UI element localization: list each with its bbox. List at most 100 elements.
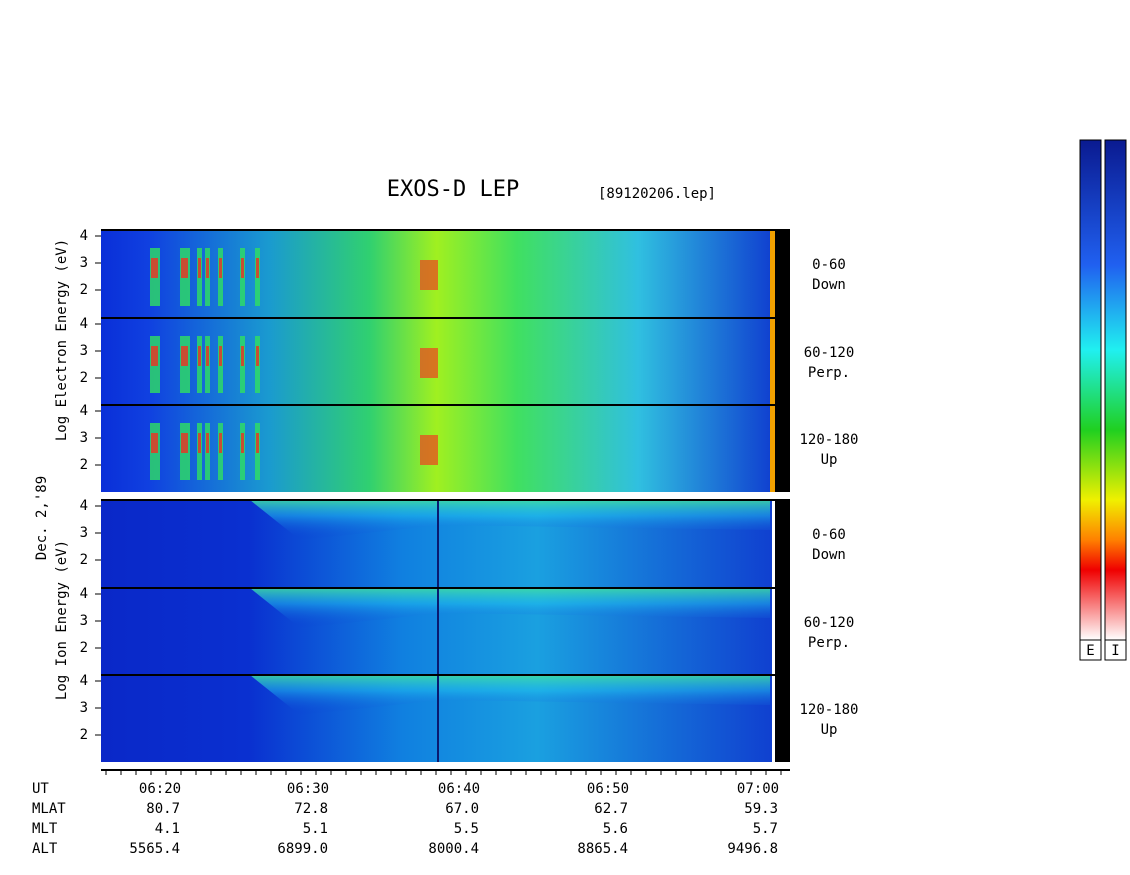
row-value: 8000.4: [428, 841, 479, 857]
burst-core: [181, 258, 188, 278]
row-value: 06:30: [287, 781, 329, 797]
row-label: UT: [32, 781, 49, 797]
data-gap: [775, 230, 790, 318]
row-value: 80.7: [146, 801, 180, 817]
burst-core: [151, 433, 158, 453]
row-value: 07:00: [737, 781, 779, 797]
burst-core: [219, 433, 222, 453]
y-tick-label: 2: [80, 370, 88, 386]
direction: Perp.: [808, 365, 850, 381]
y-tick-label: 2: [80, 727, 88, 743]
row-value: 06:50: [587, 781, 629, 797]
plot-layer: [101, 229, 790, 762]
direction: Perp.: [808, 635, 850, 651]
data-gap: [775, 405, 790, 492]
y-tick-label: 4: [80, 586, 88, 602]
burst-core: [206, 433, 209, 453]
edge-band: [770, 230, 775, 318]
pitch-range: 120-180: [799, 432, 858, 448]
row-label: MLAT: [32, 801, 66, 817]
y-tick-label: 3: [80, 613, 88, 629]
electron-axis-label: Log Electron Energy (eV): [54, 239, 70, 441]
burst-core: [151, 346, 158, 366]
color-bar: [1079, 139, 1102, 641]
burst-core: [198, 258, 201, 278]
y-tick-label: 2: [80, 457, 88, 473]
burst-core: [241, 258, 244, 278]
row-value: 5.5: [454, 821, 479, 837]
pitch-range: 0-60: [812, 527, 846, 543]
burst-core: [206, 346, 209, 366]
row-value: 5.6: [603, 821, 628, 837]
y-tick-label: 3: [80, 255, 88, 271]
row-label: ALT: [32, 841, 58, 857]
y-tick-label: 4: [80, 403, 88, 419]
burst-core: [151, 258, 158, 278]
burst-core: [198, 433, 201, 453]
burst-core: [181, 433, 188, 453]
row-value: 9496.8: [727, 841, 778, 857]
y-tick-label: 4: [80, 498, 88, 514]
row-value: 4.1: [155, 821, 180, 837]
color-bar-label-box: [1104, 639, 1127, 661]
y-tick-label: 3: [80, 430, 88, 446]
row-value: 67.0: [445, 801, 479, 817]
burst-core: [256, 258, 259, 278]
row-value: 62.7: [594, 801, 628, 817]
data-gap: [775, 588, 790, 675]
data-gap: [775, 500, 790, 588]
row-value: 5565.4: [129, 841, 180, 857]
hot-band: [420, 260, 438, 290]
color-bar-label: I: [1111, 643, 1119, 659]
burst-core: [241, 433, 244, 453]
hot-band: [420, 435, 438, 465]
y-tick-label: 3: [80, 700, 88, 716]
burst-core: [219, 346, 222, 366]
y-tick-label: 4: [80, 673, 88, 689]
burst-core: [219, 258, 222, 278]
row-value: 5.1: [303, 821, 328, 837]
pitch-range: 120-180: [799, 702, 858, 718]
row-value: 06:40: [438, 781, 480, 797]
ion-band: [250, 500, 770, 540]
direction: Down: [812, 547, 846, 563]
data-gap: [775, 318, 790, 405]
row-value: 5.7: [753, 821, 778, 837]
color-bar: [1104, 139, 1127, 641]
burst-core: [241, 346, 244, 366]
color-bar-label-box: [1079, 639, 1102, 661]
y-tick-label: 4: [80, 228, 88, 244]
y-tick-label: 4: [80, 316, 88, 332]
row-label: MLT: [32, 821, 58, 837]
pitch-range: 0-60: [812, 257, 846, 273]
title: EXOS-D LEP: [387, 177, 519, 202]
file-name: [89120206.lep]: [598, 186, 716, 202]
ion-band: [250, 675, 770, 715]
pitch-range: 60-120: [804, 615, 855, 631]
row-value: 8865.4: [577, 841, 628, 857]
burst-core: [256, 433, 259, 453]
y-tick-label: 2: [80, 282, 88, 298]
burst-core: [198, 346, 201, 366]
ion-band: [250, 588, 770, 628]
row-value: 72.8: [294, 801, 328, 817]
direction: Up: [821, 452, 838, 468]
edge-band: [770, 318, 775, 405]
y-tick-label: 2: [80, 640, 88, 656]
direction: Down: [812, 277, 846, 293]
y-tick-label: 3: [80, 525, 88, 541]
color-bar-label: E: [1086, 643, 1094, 659]
row-value: 59.3: [744, 801, 778, 817]
date-label: Dec. 2,'89: [34, 476, 50, 560]
row-value: 06:20: [139, 781, 181, 797]
pitch-range: 60-120: [804, 345, 855, 361]
row-value: 6899.0: [277, 841, 328, 857]
hot-band: [420, 348, 438, 378]
y-tick-label: 2: [80, 552, 88, 568]
burst-core: [256, 346, 259, 366]
direction: Up: [821, 722, 838, 738]
burst-core: [181, 346, 188, 366]
data-gap: [775, 675, 790, 762]
burst-core: [206, 258, 209, 278]
